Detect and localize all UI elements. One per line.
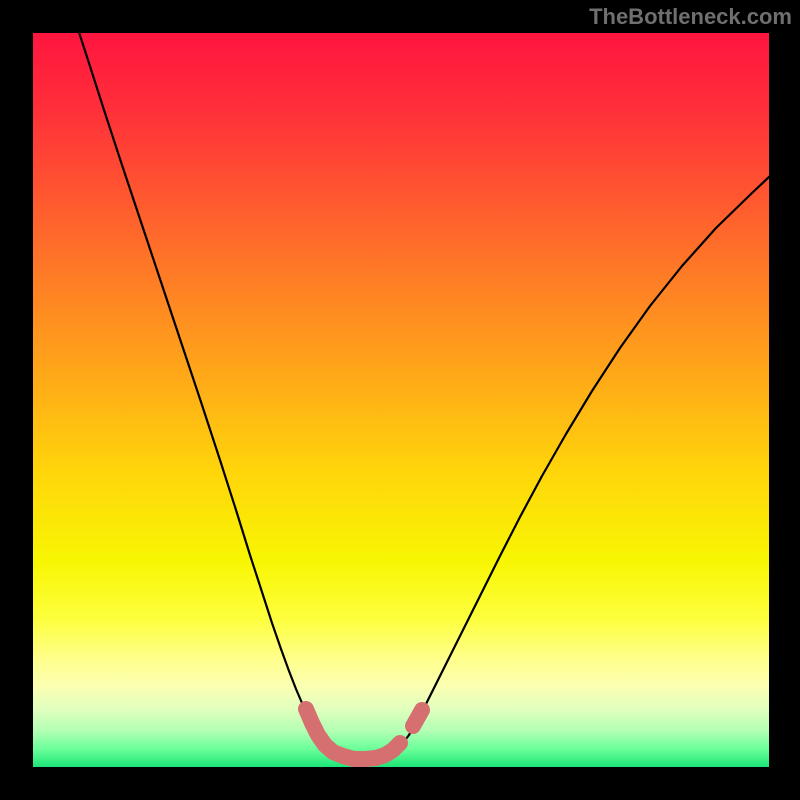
bottleneck-chart-svg: [0, 0, 800, 800]
watermark-text: TheBottleneck.com: [589, 4, 792, 30]
highlight-segment-1: [413, 710, 422, 726]
chart-canvas: TheBottleneck.com: [0, 0, 800, 800]
gradient-background: [33, 33, 769, 767]
